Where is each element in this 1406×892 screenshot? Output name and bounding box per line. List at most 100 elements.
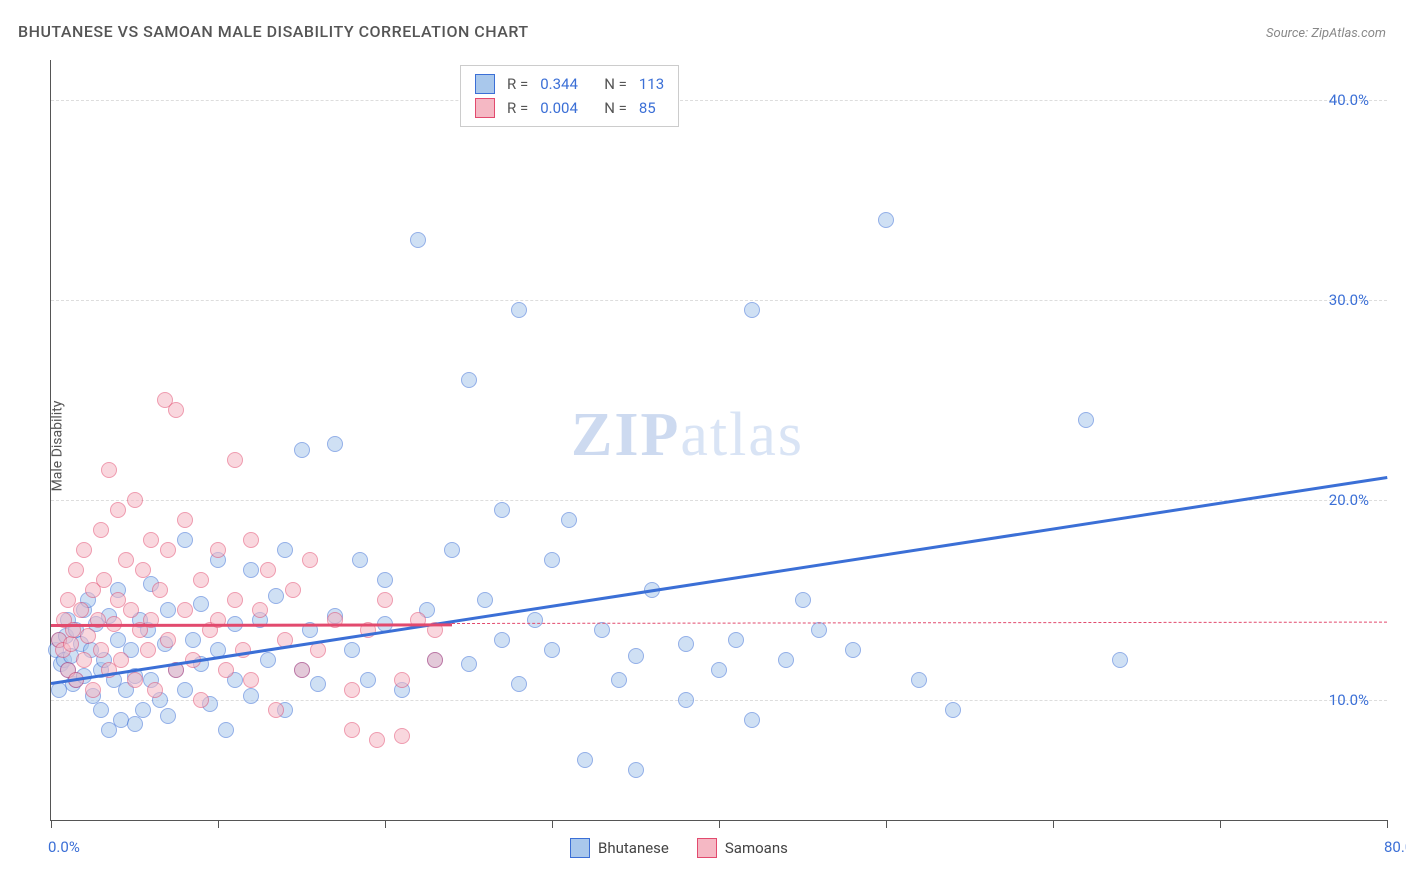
data-point: [143, 532, 159, 548]
data-point: [511, 302, 527, 318]
data-point: [302, 552, 318, 568]
data-point: [544, 552, 560, 568]
data-point: [394, 728, 410, 744]
gridline: [51, 100, 1387, 101]
data-point: [945, 702, 961, 718]
data-point: [795, 592, 811, 608]
watermark: ZIPatlas: [571, 400, 804, 471]
data-point: [218, 662, 234, 678]
data-point: [678, 692, 694, 708]
data-point: [110, 502, 126, 518]
data-point: [811, 622, 827, 638]
data-point: [778, 652, 794, 668]
x-tick: [886, 820, 887, 828]
data-point: [160, 632, 176, 648]
data-point: [160, 542, 176, 558]
data-point: [243, 672, 259, 688]
data-point: [744, 302, 760, 318]
legend-r-label: R =: [507, 72, 528, 96]
data-point: [260, 652, 276, 668]
data-point: [461, 656, 477, 672]
data-point: [394, 672, 410, 688]
legend-swatch: [697, 838, 717, 858]
trend-line: [51, 476, 1387, 684]
x-tick: [1053, 820, 1054, 828]
data-point: [252, 602, 268, 618]
data-point: [494, 502, 510, 518]
data-point: [410, 232, 426, 248]
data-point: [127, 492, 143, 508]
data-point: [344, 642, 360, 658]
data-point: [193, 572, 209, 588]
data-point: [344, 682, 360, 698]
y-tick-label: 30.0%: [1329, 291, 1369, 309]
data-point: [1078, 412, 1094, 428]
data-point: [611, 672, 627, 688]
x-tick-label: 0.0%: [48, 838, 80, 856]
data-point: [193, 596, 209, 612]
data-point: [377, 592, 393, 608]
data-point: [511, 676, 527, 692]
data-point: [494, 632, 510, 648]
data-point: [160, 708, 176, 724]
data-point: [96, 572, 112, 588]
data-point: [310, 642, 326, 658]
data-point: [185, 632, 201, 648]
legend-series: Bhutanese Samoans: [570, 838, 788, 858]
data-point: [327, 436, 343, 452]
data-point: [227, 592, 243, 608]
data-point: [68, 562, 84, 578]
data-point: [152, 582, 168, 598]
data-point: [294, 442, 310, 458]
data-point: [427, 652, 443, 668]
data-point: [544, 642, 560, 658]
data-point: [93, 642, 109, 658]
data-point: [344, 722, 360, 738]
data-point: [377, 572, 393, 588]
data-point: [444, 542, 460, 558]
legend-n-label: N =: [604, 96, 627, 120]
legend-n-label: N =: [604, 72, 627, 96]
legend-item-label: Bhutanese: [598, 839, 669, 857]
data-point: [127, 672, 143, 688]
legend-correlation: R =0.344N =113R =0.004N =85: [460, 65, 679, 127]
data-point: [294, 662, 310, 678]
legend-item: Samoans: [697, 838, 788, 858]
data-point: [63, 636, 79, 652]
data-point: [268, 702, 284, 718]
x-tick: [719, 820, 720, 828]
data-point: [85, 682, 101, 698]
legend-n-value: 85: [639, 96, 656, 120]
data-point: [352, 552, 368, 568]
data-point: [177, 512, 193, 528]
legend-swatch: [475, 98, 495, 118]
data-point: [123, 602, 139, 618]
data-point: [878, 212, 894, 228]
data-point: [360, 672, 376, 688]
data-point: [277, 542, 293, 558]
data-point: [193, 692, 209, 708]
data-point: [113, 652, 129, 668]
data-point: [310, 676, 326, 692]
x-tick: [552, 820, 553, 828]
chart-title: BHUTANESE VS SAMOAN MALE DISABILITY CORR…: [18, 22, 529, 41]
data-point: [628, 648, 644, 664]
data-point: [1112, 652, 1128, 668]
data-point: [118, 552, 134, 568]
gridline: [51, 300, 1387, 301]
data-point: [243, 532, 259, 548]
data-point: [168, 402, 184, 418]
gridline: [51, 500, 1387, 501]
legend-item: Bhutanese: [570, 838, 669, 858]
data-point: [728, 632, 744, 648]
legend-r-label: R =: [507, 96, 528, 120]
data-point: [127, 716, 143, 732]
data-point: [845, 642, 861, 658]
data-point: [577, 752, 593, 768]
data-point: [93, 522, 109, 538]
data-point: [527, 612, 543, 628]
data-point: [369, 732, 385, 748]
data-point: [477, 592, 493, 608]
data-point: [140, 642, 156, 658]
data-point: [268, 588, 284, 604]
